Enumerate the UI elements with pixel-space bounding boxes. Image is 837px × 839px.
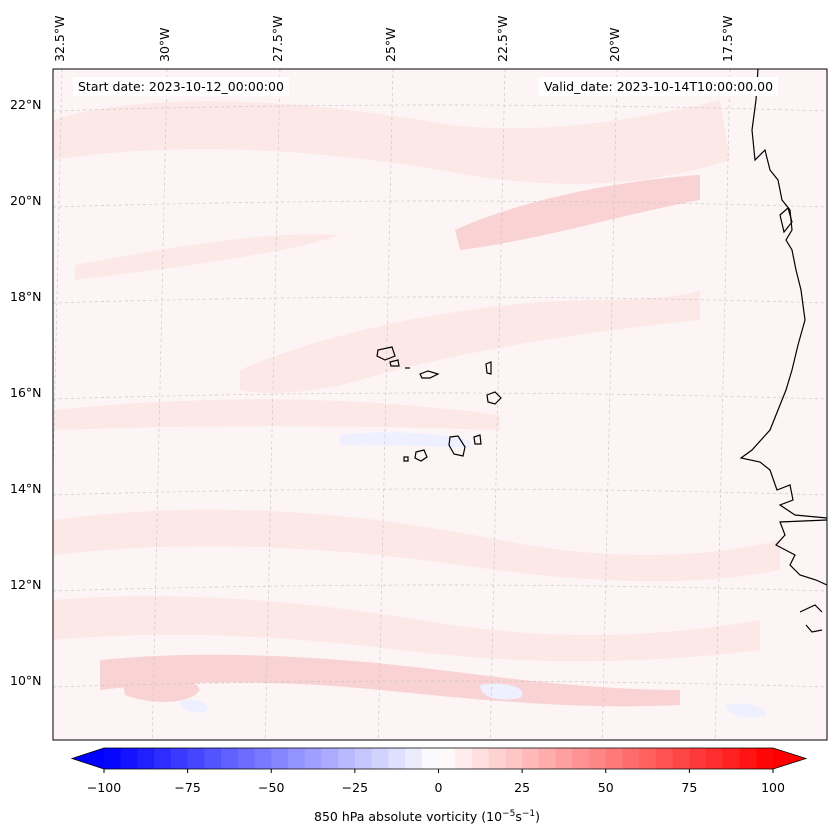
island-maio [473,434,482,445]
positive-band-west [75,234,340,280]
colorbar-label: 850 hPa absolute vorticity (10−5s−1) [314,809,541,825]
canary-region-island [779,206,793,234]
colorbar-tick-label: 100 [761,780,785,795]
longitude-label: 17.5°W [720,15,735,62]
positive-band-upper [455,175,700,250]
graticule [53,69,827,740]
meridian-line [377,69,394,740]
negative-patch-2 [480,683,523,700]
colorbar-tick-label: −50 [258,780,285,795]
start-date-label: Start date: 2023-10-12_00:00:00 [73,77,289,96]
positive-band-mid [240,290,700,393]
positive-band-center [53,399,500,430]
longitude-label: 25°W [383,27,398,62]
negative-patch-1 [340,432,470,448]
longitude-label: 27.5°W [270,15,285,62]
island-boa-vista [486,391,502,405]
map-frame [52,68,828,741]
colorbar-tick-label: 75 [681,780,698,795]
longitude-label: 20°W [607,27,622,62]
island-sao-vicente [389,359,400,367]
longitude-label: 30°W [157,27,172,62]
longitude-label: 22.5°W [495,15,510,62]
colorbar-tick-label: −25 [341,780,369,795]
meridian-line [489,69,506,740]
africa-coastline-south [775,519,827,633]
africa-coastline [739,69,827,519]
colorbar-tick-label: −100 [86,780,122,795]
positive-band-south3 [100,654,680,707]
colorbar-tick-label: 0 [434,780,443,795]
positive-patch-southwest [120,666,200,702]
latitude-label: 12°N [10,577,42,592]
meridian-line [601,69,618,740]
latitude-label: 20°N [10,193,42,208]
island-santiago [448,435,466,457]
negative-patch-3 [725,703,766,718]
parallel-line [53,200,827,208]
valid-date-label: Valid_date: 2023-10-14T10:00:00.00 [539,77,779,96]
island-sal [485,361,492,375]
colorbar-tick-label: −75 [174,780,201,795]
island-sao-nicolau [419,370,440,379]
latitude-label: 14°N [10,481,42,496]
vorticity-field [53,69,827,740]
parallel-line [53,296,827,304]
positive-band-south2 [53,596,760,662]
latitude-label: 16°N [10,385,42,400]
colorbar-tick-label: 25 [514,780,531,795]
longitude-label: 32.5°W [52,15,67,62]
parallel-line [53,104,827,112]
colorbar-tick-label: 50 [597,780,614,795]
parallel-line [53,680,827,688]
parallel-line [53,584,827,592]
meridian-line [151,69,168,740]
positive-band-south1 [53,509,780,582]
coastlines [376,69,827,633]
latitude-label: 10°N [10,673,42,688]
island-fogo [414,449,428,462]
parallel-line [53,488,827,496]
latitude-label: 18°N [10,289,42,304]
meridian-line [264,69,281,740]
latitude-label: 22°N [10,97,42,112]
parallel-line [53,392,827,400]
meridian-line [714,69,731,740]
island-santo-antao [376,346,396,361]
island-brava [403,456,409,462]
negative-patch-4 [180,699,209,713]
